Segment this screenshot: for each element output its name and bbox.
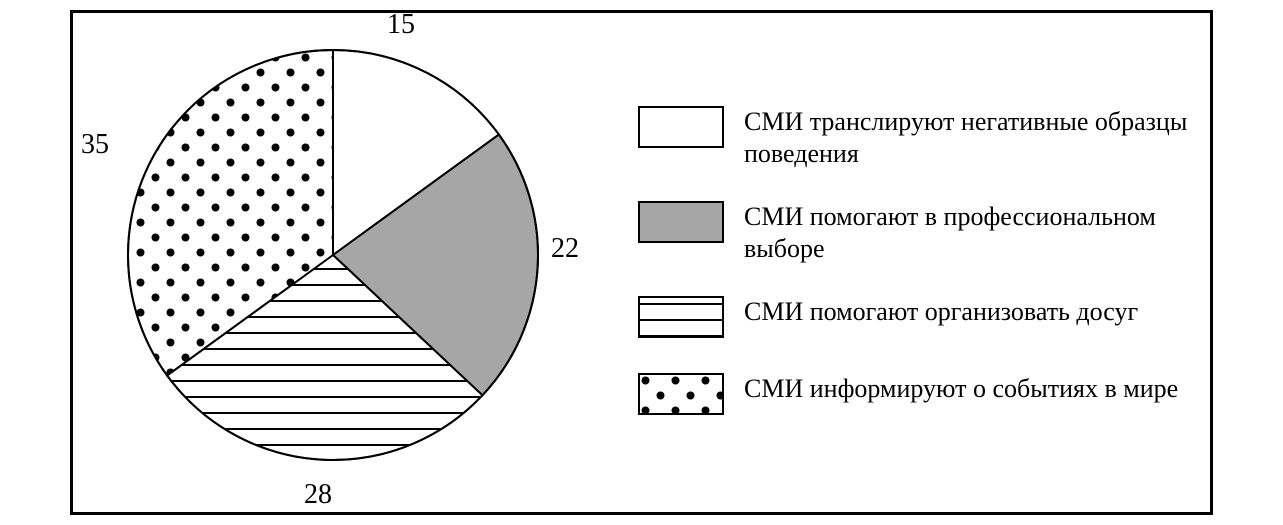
legend-item-news: СМИ информируют о событиях в мире	[638, 373, 1210, 420]
legend-swatch-leisure	[638, 296, 724, 343]
legend-swatch-negative	[638, 106, 724, 153]
legend-text-news: СМИ информируют о событиях в мире	[744, 373, 1178, 406]
legend-text-leisure: СМИ помогают организовать досуг	[744, 296, 1138, 329]
legend-item-prof: СМИ помогают в профессиональном выборе	[638, 201, 1210, 266]
slice-label-prof: 22	[551, 233, 579, 265]
legend-swatch-news	[638, 373, 724, 420]
slice-label-negative: 15	[387, 9, 415, 41]
legend: СМИ транслируют негативные образцы повед…	[598, 106, 1210, 420]
chart-frame: 15 22 28 35 СМИ транслируют негативные обра…	[70, 10, 1213, 515]
legend-text-negative: СМИ транслируют негативные образцы повед…	[744, 106, 1210, 171]
legend-text-prof: СМИ помогают в профессиональном выборе	[744, 201, 1210, 266]
legend-item-negative: СМИ транслируют негативные образцы повед…	[638, 106, 1210, 171]
legend-item-leisure: СМИ помогают организовать досуг	[638, 296, 1210, 343]
legend-swatch-prof	[638, 201, 724, 248]
slice-label-leisure: 28	[304, 479, 332, 511]
slice-label-news: 35	[81, 129, 109, 161]
pie-chart: 15 22 28 35	[73, 5, 598, 520]
